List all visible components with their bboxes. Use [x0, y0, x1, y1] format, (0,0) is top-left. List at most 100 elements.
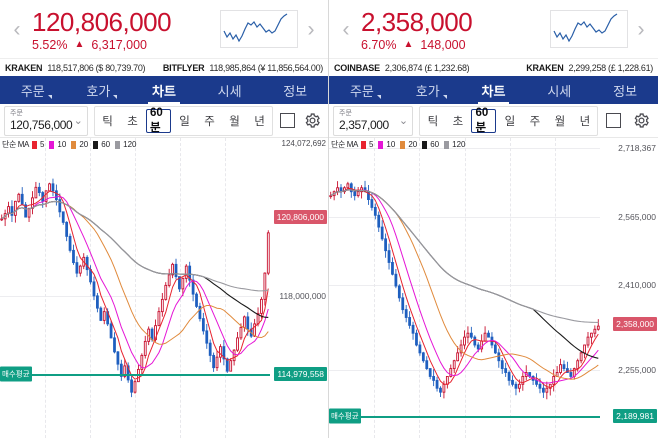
ma-swatch-10: [49, 140, 55, 149]
ma-swatch-5: [31, 140, 37, 149]
exchange-item[interactable]: KRAKEN 118,517,806 ($ 80,739.70): [5, 62, 146, 73]
prev-asset-arrow[interactable]: ‹: [342, 17, 350, 41]
tab-order[interactable]: 주문: [329, 76, 395, 104]
order-price-col: 주문 2,357,000: [339, 110, 397, 132]
tab-orderbook[interactable]: 호가: [395, 76, 461, 104]
settings-button[interactable]: [629, 106, 654, 136]
timeframe-year[interactable]: 년: [254, 115, 265, 128]
tab-label: 차트: [152, 83, 176, 99]
ma-swatch-10: [378, 140, 384, 149]
timeframe-year[interactable]: 년: [579, 115, 591, 128]
axis-tick-label: 2,718,367: [618, 142, 656, 153]
tab-orderbook[interactable]: 호가: [66, 76, 132, 104]
timeframe-week[interactable]: 주: [204, 115, 215, 128]
timeframe-month[interactable]: 월: [554, 115, 566, 128]
timeframe-second[interactable]: 초: [127, 115, 138, 128]
exchange-name: COINBASE: [334, 62, 380, 73]
candlestick-plot[interactable]: [0, 138, 270, 438]
gridline-vertical: [225, 138, 226, 438]
next-asset-arrow[interactable]: ›: [307, 17, 315, 41]
chart-area[interactable]: 단순 MA 5 10 20 60 120 124,072,692 120,806…: [0, 138, 328, 438]
order-price-dropdown[interactable]: 주문 120,756,000 ⌄: [4, 105, 88, 136]
tab-label: 차트: [481, 83, 506, 99]
price-axis: 2,718,367 2,565,000 2,410,000 2,358,000 2,25…: [600, 138, 658, 438]
ma-swatch-120: [444, 140, 450, 149]
axis-tick-label: 2,565,000: [618, 211, 656, 222]
tab-info[interactable]: 정보: [592, 76, 658, 104]
last-price-badge: 2,358,000: [613, 317, 657, 331]
timeframe-tick[interactable]: 틱: [427, 115, 439, 128]
tab-chart[interactable]: 차트: [131, 76, 197, 104]
ma-legend: 단순 MA 5 10 20 60 120: [2, 139, 138, 150]
tab-quotes[interactable]: 시세: [197, 76, 263, 104]
timeframe-group: 틱 초 60분 일 주 월 년: [94, 105, 273, 136]
timeframe-month[interactable]: 월: [229, 115, 240, 128]
exchange-value: 2,306,874 (£ 1,232.68): [384, 62, 470, 73]
chart-panel: ‹ 120,806,000 5.52% ▲ 6,317,000 › KRAKEN…: [0, 0, 329, 438]
fullscreen-button[interactable]: [601, 106, 626, 136]
ma-period-10: 10: [57, 140, 67, 149]
chart-toolbar: 주문 2,357,000 ⌄ 틱 초 60분 일 주 월 년: [329, 104, 658, 138]
ma-swatch-60: [93, 140, 99, 149]
tab-label: 주문: [349, 83, 374, 99]
gridline-vertical: [509, 138, 511, 438]
tab-info[interactable]: 정보: [262, 76, 328, 104]
ma-line-5: [1, 190, 269, 380]
fullscreen-button[interactable]: [276, 106, 299, 136]
ma-period-20: 20: [408, 140, 418, 149]
tab-label: 호가: [415, 83, 440, 99]
sparkline-thumbnail[interactable]: [220, 10, 298, 48]
chart-area[interactable]: 단순 MA 5 10 20 60 120 2,718,367 2,565,000 2…: [329, 138, 658, 438]
panel-header: ‹ 120,806,000 5.52% ▲ 6,317,000 ›: [0, 0, 328, 58]
candles-svg: [0, 178, 270, 398]
tab-order[interactable]: 주문: [0, 76, 66, 104]
exchange-item[interactable]: KRAKEN 2,299,258 (£ 1,228.61): [526, 63, 653, 73]
up-triangle-icon: ▲: [74, 38, 85, 50]
tab-quotes[interactable]: 시세: [526, 76, 592, 104]
exchange-name: KRAKEN: [526, 62, 564, 73]
timeframe-tick[interactable]: 틱: [102, 115, 113, 128]
ma-line-5: [330, 188, 599, 388]
timeframe-day[interactable]: 일: [179, 115, 190, 128]
tab-chart[interactable]: 차트: [461, 76, 527, 104]
prev-asset-arrow[interactable]: ‹: [13, 17, 21, 41]
gridline-vertical: [554, 138, 556, 438]
change-percent: 6.70%: [361, 37, 397, 52]
order-price-dropdown[interactable]: 주문 2,357,000 ⌄: [333, 105, 414, 136]
square-icon: [279, 113, 295, 128]
timeframe-day[interactable]: 일: [504, 115, 516, 128]
avg-price-badge: 2,189,981: [613, 409, 657, 424]
exchange-item[interactable]: COINBASE 2,306,874 (£ 1,232.68): [334, 62, 470, 73]
timeframe-group: 틱 초 60분 일 주 월 년: [419, 105, 599, 136]
axis-tick-label: 2,255,000: [618, 364, 656, 375]
avg-buy-price-line: [329, 416, 600, 418]
current-price: 2,358,000: [361, 6, 473, 37]
timeframe-week[interactable]: 주: [529, 115, 541, 128]
sparkline-thumbnail[interactable]: [550, 10, 628, 48]
gridline-vertical: [135, 138, 136, 438]
exchange-value: 118,517,806 ($ 80,739.70): [47, 62, 146, 73]
candlestick-plot[interactable]: [329, 138, 600, 438]
candles-svg: [329, 180, 600, 400]
settings-button[interactable]: [302, 106, 325, 136]
gridline-vertical: [90, 138, 91, 438]
exchange-value: 2,299,258 (£ 1,228.61): [568, 62, 654, 73]
exchange-item[interactable]: BITFLYER 118,985,864 (¥ 11,856,564.00): [163, 63, 323, 73]
chevron-down-icon: ⌄: [398, 115, 409, 127]
chevron-down-icon: ⌄: [73, 115, 83, 127]
next-asset-arrow[interactable]: ›: [637, 17, 645, 41]
ma-period-10: 10: [386, 140, 396, 149]
timeframe-60min[interactable]: 60분: [146, 107, 171, 134]
change-percent: 5.52%: [32, 37, 68, 52]
timeframe-second[interactable]: 초: [452, 115, 464, 128]
exchange-value: 118,985,864 (¥ 11,856,564.00): [209, 62, 323, 73]
ma-period-5: 5: [39, 140, 45, 149]
exchange-rates-row: COINBASE 2,306,874 (£ 1,232.68) KRAKEN 2…: [329, 58, 658, 76]
timeframe-60min[interactable]: 60분: [471, 107, 497, 134]
price-axis: 120,806,000 118,000,000 114,979,558: [270, 138, 328, 438]
ma-period-60: 60: [101, 140, 111, 149]
axis-tick-label: 2,410,000: [618, 280, 656, 290]
gear-icon: [305, 113, 321, 128]
order-price-label: 주문: [10, 109, 23, 117]
